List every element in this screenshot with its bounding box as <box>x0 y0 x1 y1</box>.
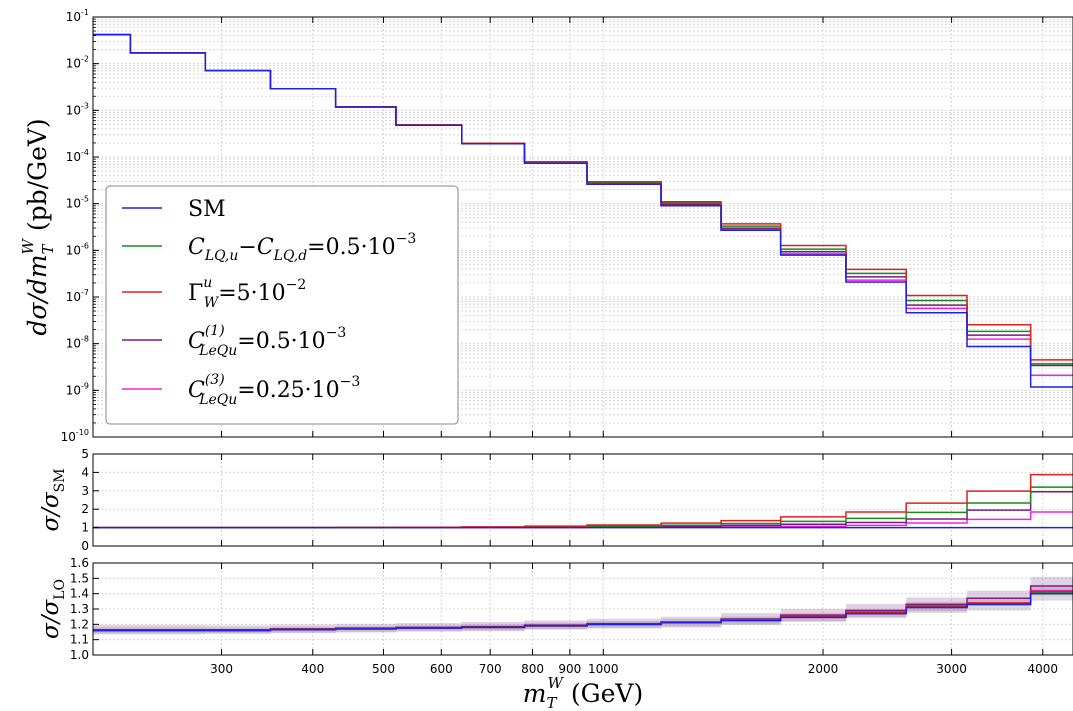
x-tick-label: 4000 <box>1028 662 1059 676</box>
y-tick-label: 1.6 <box>70 556 89 570</box>
ratio-sm-panel: 0 1 2 3 4 5 σ/σSM <box>38 447 1073 553</box>
y-tick-label: 10-2 <box>66 55 89 71</box>
series-line-c4 <box>93 511 1073 529</box>
x-tick-label: 800 <box>521 662 544 676</box>
y-tick-label: 10-6 <box>66 241 89 257</box>
y-tick-label: 1.5 <box>70 571 89 585</box>
y-tick-label: 1.0 <box>70 648 89 662</box>
y-tick-label: 1 <box>81 521 89 535</box>
ratio_sm-grid <box>93 453 1073 547</box>
y-tick-label: 2 <box>81 502 89 516</box>
main-panel: 10-1 10-2 10-3 10-4 10-5 10-6 10-7 10-8 10-9 10-1… <box>19 8 1073 444</box>
x-tick-label: 500 <box>372 662 395 676</box>
y-tick-label: 10-5 <box>66 195 89 211</box>
x-tick-label: 3000 <box>936 662 967 676</box>
series-line-sm <box>93 33 1073 388</box>
legend: SM CLQ,u−CLQ,d=0.5·10−3 Γu W=5·10−2 C(1) LeQu… <box>105 185 459 425</box>
series-line-sm <box>93 592 1073 632</box>
y-tick-label: 10-9 <box>66 381 89 397</box>
y-axis-label: σ/σSM <box>38 468 68 531</box>
y-tick-label: 10-4 <box>66 148 89 164</box>
x-tick-label: 300 <box>210 662 233 676</box>
y-tick-label: 10-8 <box>66 335 89 351</box>
y-tick-label: 5 <box>81 447 89 461</box>
ratio-lo-panel: 1.01.1 1.21.31.4 1.51.6σ/σLO <box>38 556 1073 662</box>
main-frame <box>92 16 1073 438</box>
y-axis-label: σ/σLO <box>38 579 68 639</box>
y-axis-label: dσ/dmTW (pb/GeV) <box>19 118 57 335</box>
y-tick-label: 1.2 <box>70 617 89 631</box>
y-tick-label: 10-1 <box>66 8 89 24</box>
y-tick-label: 0 <box>81 539 89 553</box>
y-tick-label: 10-7 <box>66 288 89 304</box>
y-tick-label: 1.1 <box>70 633 89 647</box>
x-tick-label: 400 <box>301 662 324 676</box>
y-tick-label: 10-10 <box>61 428 89 444</box>
series-line-c1 <box>93 486 1073 529</box>
y-tick-label: 3 <box>81 484 89 498</box>
legend-label-c1: CLQ,u−CLQ,d=0.5·10−3 <box>188 231 416 264</box>
x-axis: 300 400 500 600 700 800 900 1000 2000 3000 4000 mTW… <box>210 662 1058 711</box>
legend-label-c4: C(3) LeQu=0.25·10−3 <box>188 372 360 408</box>
x-tick-label: 1000 <box>588 662 619 676</box>
y-tick-label: 1.3 <box>70 602 89 616</box>
legend-label-c3: C(1) LeQu=0.5·10−3 <box>188 323 346 359</box>
x-tick-label: 2000 <box>808 662 839 676</box>
x-axis-label: mTW (GeV) <box>523 674 643 711</box>
x-tick-label: 700 <box>479 662 502 676</box>
x-tick-label: 600 <box>430 662 453 676</box>
x-tick-label: 900 <box>558 662 581 676</box>
legend-box <box>105 185 459 425</box>
legend-label-sm: SM <box>188 197 226 222</box>
y-tick-label: 10-3 <box>66 101 89 117</box>
y-tick-label: 1.4 <box>70 587 89 601</box>
series-line-c3 <box>93 585 1073 631</box>
y-tick-label: 4 <box>81 465 89 479</box>
legend-label-c2: Γu W=5·10−2 <box>188 275 306 311</box>
ratio_sm-frame <box>92 453 1073 547</box>
